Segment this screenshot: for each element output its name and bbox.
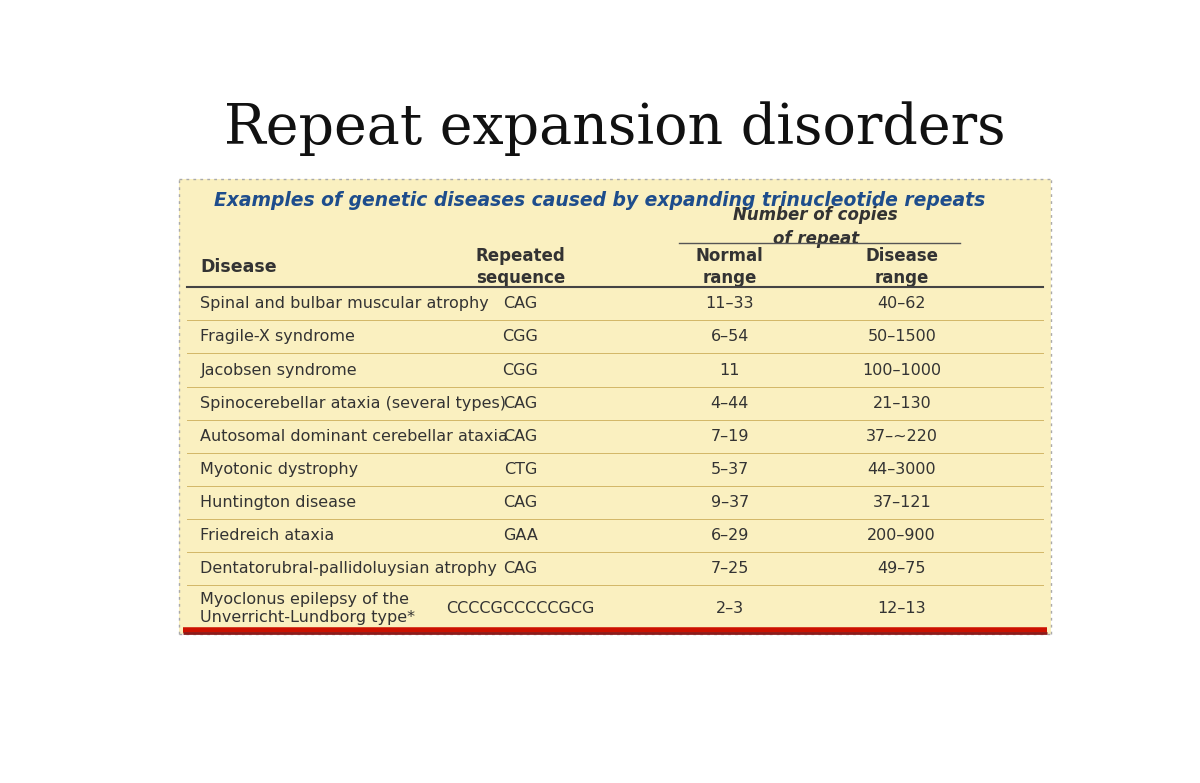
Text: CAG: CAG (503, 561, 538, 576)
Text: 200–900: 200–900 (868, 528, 936, 543)
Text: Normal
range: Normal range (696, 247, 763, 287)
Text: 21–130: 21–130 (872, 395, 931, 410)
Text: 12–13: 12–13 (877, 601, 926, 615)
Text: CGG: CGG (503, 363, 539, 377)
Text: Friedreich ataxia: Friedreich ataxia (200, 528, 335, 543)
Text: Disease: Disease (200, 258, 277, 276)
Text: Repeat expansion disorders: Repeat expansion disorders (224, 101, 1006, 156)
Text: 100–1000: 100–1000 (862, 363, 941, 377)
Text: 37–~220: 37–~220 (865, 429, 937, 444)
Text: Autosomal dominant cerebellar ataxia: Autosomal dominant cerebellar ataxia (200, 429, 509, 444)
Text: 5–37: 5–37 (710, 462, 749, 477)
Text: 11–33: 11–33 (706, 296, 754, 312)
Text: 49–75: 49–75 (877, 561, 926, 576)
Text: 6–29: 6–29 (710, 528, 749, 543)
Text: Disease
range: Disease range (865, 247, 938, 287)
Text: 37–121: 37–121 (872, 495, 931, 510)
Text: CGG: CGG (503, 330, 539, 345)
Text: Myoclonus epilepsy of the
Unverricht-Lundborg type*: Myoclonus epilepsy of the Unverricht-Lun… (200, 592, 415, 625)
Text: Myotonic dystrophy: Myotonic dystrophy (200, 462, 359, 477)
Text: 44–3000: 44–3000 (868, 462, 936, 477)
Text: 6–54: 6–54 (710, 330, 749, 345)
Text: Number of copies
of repeat: Number of copies of repeat (733, 207, 898, 248)
Text: CAG: CAG (503, 429, 538, 444)
Text: 7–19: 7–19 (710, 429, 749, 444)
Text: 2–3: 2–3 (715, 601, 744, 615)
Text: Jacobsen syndrome: Jacobsen syndrome (200, 363, 358, 377)
Text: Spinal and bulbar muscular atrophy: Spinal and bulbar muscular atrophy (200, 296, 490, 312)
Text: 40–62: 40–62 (877, 296, 926, 312)
Text: Dentatorubral-pallidoluysian atrophy: Dentatorubral-pallidoluysian atrophy (200, 561, 497, 576)
Text: Repeated
sequence: Repeated sequence (475, 247, 565, 287)
Text: CAG: CAG (503, 395, 538, 410)
Text: Fragile-X syndrome: Fragile-X syndrome (200, 330, 355, 345)
Text: Spinocerebellar ataxia (several types): Spinocerebellar ataxia (several types) (200, 395, 506, 410)
Text: 4–44: 4–44 (710, 395, 749, 410)
Text: 50–1500: 50–1500 (868, 330, 936, 345)
Text: 9–37: 9–37 (710, 495, 749, 510)
Text: CTG: CTG (504, 462, 538, 477)
Text: CCCCGCCCCCGCG: CCCCGCCCCCGCG (446, 601, 595, 615)
Text: GAA: GAA (503, 528, 538, 543)
Text: CAG: CAG (503, 296, 538, 312)
Text: 7–25: 7–25 (710, 561, 749, 576)
Text: CAG: CAG (503, 495, 538, 510)
Text: 11: 11 (720, 363, 740, 377)
Bar (180, 179, 1050, 633)
Text: Examples of genetic diseases caused by expanding trinucleotide repeats: Examples of genetic diseases caused by e… (214, 191, 985, 210)
Text: Huntington disease: Huntington disease (200, 495, 356, 510)
